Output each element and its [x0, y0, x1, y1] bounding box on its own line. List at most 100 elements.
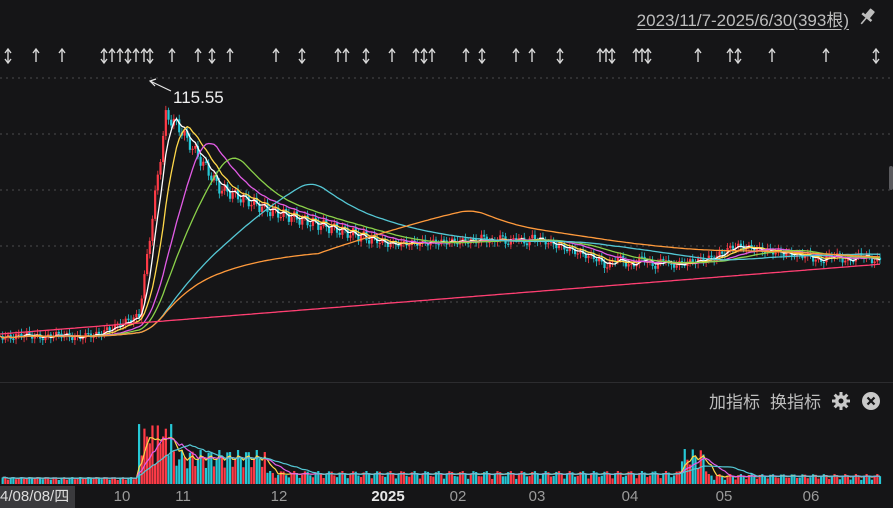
- volume-bar: [92, 478, 95, 484]
- candle-body: [159, 161, 162, 175]
- event-markers[interactable]: [4, 47, 880, 65]
- volume-chart[interactable]: [0, 410, 893, 486]
- candle-body: [876, 257, 879, 262]
- add-indicator-button[interactable]: 加指标: [709, 393, 760, 412]
- volume-bar: [590, 473, 593, 484]
- volume-bar: [330, 471, 333, 484]
- candlestick-chart[interactable]: 115.55: [0, 36, 893, 382]
- switch-indicator-button[interactable]: 换指标: [770, 393, 821, 412]
- volume-bar: [873, 475, 876, 484]
- scroll-edge-handle[interactable]: [889, 166, 893, 190]
- volume-bar: [378, 471, 381, 484]
- candle-body: [301, 217, 304, 225]
- candle-body: [608, 261, 611, 268]
- candle-body: [282, 209, 285, 217]
- event-marker-icon: [362, 47, 370, 65]
- volume-bar: [341, 471, 344, 484]
- candle-body: [210, 175, 213, 181]
- volume-bar: [111, 477, 114, 484]
- candle-body: [20, 333, 23, 338]
- volume-bar: [204, 467, 208, 484]
- candle-body: [702, 258, 705, 263]
- volume-bar: [549, 476, 553, 484]
- volume-bar: [135, 477, 138, 484]
- candle-body: [274, 207, 277, 210]
- volume-bar: [258, 458, 261, 484]
- volume-bar: [710, 475, 713, 484]
- candle-body: [330, 226, 333, 234]
- volume-bar: [606, 471, 609, 484]
- candle-body: [426, 242, 430, 246]
- volume-bar: [587, 478, 590, 484]
- volume-bar: [854, 474, 858, 484]
- volume-bar: [512, 473, 515, 484]
- volume-bar: [1, 477, 4, 484]
- volume-bar: [533, 471, 537, 484]
- candle-body: [317, 220, 320, 230]
- volume-bar: [373, 474, 376, 484]
- pane-divider[interactable]: [0, 382, 893, 383]
- volume-bar: [298, 477, 301, 484]
- volume-bar: [755, 478, 759, 484]
- volume-bar: [747, 475, 751, 484]
- candle-body: [188, 137, 192, 150]
- date-range-label[interactable]: 2023/11/7-2025/6/30(393根): [636, 11, 849, 30]
- volume-bar: [73, 479, 76, 484]
- volume-bar: [656, 474, 660, 484]
- x-axis: 10 11 12 2025 02 03 04 05 06: [0, 486, 893, 508]
- volume-bar: [501, 476, 504, 484]
- event-marker-icon: [872, 47, 880, 65]
- indicator-toolbar: 加指标 换指标: [709, 388, 881, 413]
- volume-bar: [469, 473, 472, 484]
- volume-bar: [509, 471, 512, 484]
- volume-bar: [314, 472, 317, 484]
- gear-icon[interactable]: [831, 391, 851, 411]
- volume-bar: [844, 474, 847, 484]
- volume-bar: [255, 450, 258, 484]
- volume-bar: [614, 473, 617, 484]
- volume-bar: [359, 477, 363, 484]
- ma-line: [0, 263, 881, 335]
- volume-bar: [44, 477, 47, 484]
- candle-body: [480, 234, 483, 242]
- volume-bar: [156, 425, 159, 484]
- volume-bar: [691, 449, 694, 484]
- volume-bar: [121, 477, 125, 484]
- candle-body: [135, 313, 138, 318]
- volume-bar: [196, 459, 200, 484]
- volume-bar: [351, 471, 355, 484]
- candle-body: [207, 162, 210, 176]
- volume-bar: [261, 466, 264, 484]
- event-marker-icon: [132, 47, 140, 62]
- volume-bar: [333, 475, 336, 484]
- volume-bar: [456, 476, 459, 484]
- candle-body: [397, 244, 400, 247]
- close-icon[interactable]: [861, 391, 881, 411]
- event-marker-icon: [108, 47, 116, 62]
- pin-icon[interactable]: [855, 6, 879, 28]
- volume-bar: [817, 478, 820, 484]
- candle-body: [394, 240, 397, 245]
- volume-bar: [89, 478, 93, 484]
- candle-body: [103, 330, 106, 336]
- candle-body: [242, 194, 245, 203]
- volume-bar: [820, 476, 823, 484]
- candle-body: [368, 240, 371, 244]
- ma-line: [0, 125, 881, 339]
- volume-bar: [76, 478, 79, 484]
- volume-bar: [408, 476, 411, 484]
- candle-body: [271, 208, 274, 217]
- candle-body: [359, 235, 363, 242]
- candle-body: [547, 243, 550, 245]
- volume-bar: [627, 471, 630, 484]
- volume-bar: [697, 467, 700, 484]
- candle-body: [255, 197, 258, 204]
- volume-bar: [675, 471, 678, 484]
- volume-bar: [635, 478, 638, 484]
- candle-body: [814, 259, 817, 262]
- event-marker-icon: [168, 47, 176, 62]
- candle-body: [774, 252, 777, 255]
- candle-body: [183, 130, 186, 136]
- event-marker-icon: [140, 47, 148, 62]
- volume-bar: [541, 473, 545, 484]
